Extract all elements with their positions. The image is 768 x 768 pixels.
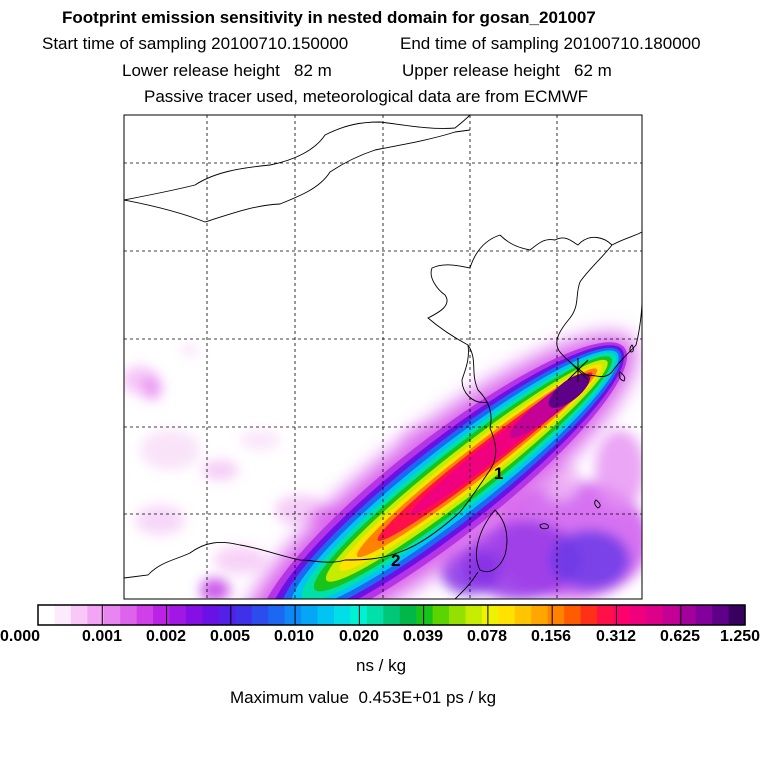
colorbar-cell [481,605,499,625]
colorbar-cell [333,605,351,625]
colorbar-cell [547,605,565,625]
colorbar-cell [169,605,187,625]
map-frame [123,114,643,600]
maximum-value-caption: Maximum value [230,688,350,707]
footprint-map: 1 2 [123,114,643,600]
colorbar-cell [87,605,105,625]
meteo-note: Passive tracer used, meteorological data… [144,87,589,106]
colorbar-cell [120,605,138,625]
colorbar-cell [399,605,417,625]
start-time-caption: Start time of sampling [42,34,207,53]
colorbar-tick-2: 0.002 [145,628,187,645]
colorbar-cell [70,605,88,625]
colorbar-cell [153,605,171,625]
colorbar-tick-0: 0.000 [0,628,41,645]
colorbar-cell [136,605,154,625]
colorbar-tick-5: 0.020 [338,628,380,645]
colorbar-tick-8: 0.156 [530,628,572,645]
colorbar-cell [366,605,384,625]
upper-height-value: 62 m [574,61,612,80]
colorbar-cell [432,605,450,625]
colorbar-cell [268,605,286,625]
end-time-caption: End time of sampling [400,34,559,53]
colorbar-cell [613,605,631,625]
colorbar-tick-3: 0.005 [209,628,251,645]
colorbar-cell [383,605,401,625]
colorbar-tick-4: 0.010 [273,628,315,645]
colorbar-cell [728,605,746,625]
colorbar-cell [284,605,302,625]
colorbar-cell [531,605,549,625]
colorbar-cell [202,605,220,625]
colorbar-cell [416,605,434,625]
colorbar-separators [101,605,682,625]
colorbar-cell [317,605,335,625]
map-grid [124,115,642,599]
end-time-label: End time of sampling 20100710.180000 [400,34,701,54]
colorbar-cell [38,605,56,625]
colorbar-tick-1: 0.001 [81,628,123,645]
sensitivity-plume [242,333,637,599]
plot-title: Footprint emission sensitivity in nested… [62,8,596,27]
colorbar-cell [679,605,697,625]
coastlines [124,115,642,599]
colorbar-cell [580,605,598,625]
colorbar-cell [251,605,269,625]
colorbar-cell [597,605,615,625]
lower-height-caption: Lower release height [122,61,280,80]
colorbar-cell [498,605,516,625]
colorbar-frame [37,604,746,626]
colorbar-cell [185,605,204,625]
receptor-marker [567,358,589,382]
colorbar-cell [712,605,730,625]
colorbar-cell [646,605,664,625]
colorbar-cell [103,605,121,625]
colorbar-cell [629,605,647,625]
colorbar-tick-6: 0.039 [402,628,444,645]
lower-height-value: 82 m [294,61,332,80]
colorbar-cell [54,605,72,625]
colorbar-cell [465,605,483,625]
maximum-value: Maximum value 0.453E+01 ps / kg [230,688,496,708]
colorbar-cell [449,605,467,625]
colorbar-cell [301,605,319,625]
colorbar-tick-11: 1.250 [719,628,761,645]
colorbar-cells [38,605,746,625]
colorbar [37,604,746,626]
maximum-value-number: 0.453E+01 ps / kg [358,688,497,707]
start-time-value: 20100710.150000 [211,34,349,53]
colorbar-tick-7: 0.078 [466,628,508,645]
trajectory-marker-1: 1 [494,464,503,483]
end-time-value: 20100710.180000 [563,34,701,53]
colorbar-cell [235,605,253,625]
colorbar-unit: ns / kg [356,656,407,675]
sensitivity-field-southeast [440,430,642,599]
colorbar-tick-10: 0.625 [659,628,701,645]
start-time-label: Start time of sampling 20100710.150000 [42,34,348,54]
colorbar-cell [695,605,713,625]
colorbar-cell [662,605,680,625]
colorbar-tick-9: 0.312 [595,628,637,645]
trajectory-marker-2: 2 [391,551,400,570]
upper-height-label: Upper release height 62 m [402,61,612,81]
colorbar-cell [218,605,236,625]
colorbar-cell [514,605,532,625]
lower-height-label: Lower release height 82 m [122,61,332,81]
upper-height-caption: Upper release height [402,61,560,80]
colorbar-cell [564,605,582,625]
